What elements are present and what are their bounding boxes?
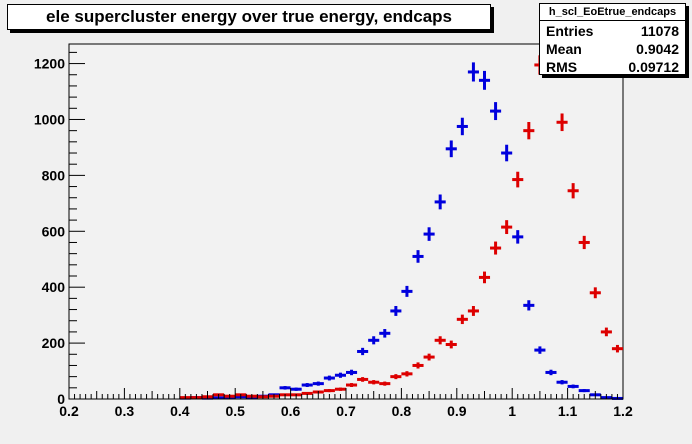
data-point [346, 369, 358, 376]
x-tick-label: 1.2 [613, 403, 633, 419]
stat-label: Entries [546, 23, 594, 39]
axes: 0.2 0.3 0.4 0.5 0.6 0.7 0.8 0.9 1 1.1 1.2 0 200 400 60… [34, 44, 633, 419]
data-point [512, 230, 524, 244]
data-point [323, 375, 335, 381]
series-1 [179, 55, 623, 400]
data-point [589, 287, 601, 299]
y-tick-label: 200 [42, 335, 66, 351]
data-point [556, 380, 568, 385]
x-tick-label: 0.8 [392, 403, 412, 419]
x-tick-label: 0.6 [281, 403, 301, 419]
data-point [379, 329, 391, 338]
data-point [501, 220, 513, 235]
data-point [501, 144, 513, 162]
y-tick-label: 1200 [34, 56, 65, 72]
data-point [301, 383, 313, 388]
data-point [401, 371, 413, 377]
data-point [490, 241, 502, 255]
data-point [467, 305, 479, 316]
data-point [312, 381, 324, 386]
data-point [357, 347, 369, 356]
data-point [523, 300, 535, 311]
plot-frame [68, 43, 624, 400]
data-point [467, 62, 479, 82]
y-tick-label: 1000 [34, 111, 65, 127]
data-point [334, 387, 346, 391]
stat-row-rms: RMS 0.09712 [546, 58, 679, 76]
data-point [379, 381, 391, 386]
y-tick-label: 800 [42, 167, 66, 183]
data-point [445, 140, 457, 158]
x-tick-label: 0.9 [447, 403, 467, 419]
data-point [545, 369, 557, 376]
data-point [478, 70, 491, 90]
stat-label: RMS [546, 59, 578, 75]
data-point [456, 314, 468, 325]
stat-row-entries: Entries 11078 [546, 22, 679, 40]
stat-label: Mean [546, 41, 582, 57]
chart-title: ele supercluster energy over true energy… [46, 7, 452, 26]
data-point [368, 336, 380, 345]
data-point [478, 271, 491, 284]
data-point [423, 227, 435, 241]
data-point [290, 387, 302, 391]
data-point [490, 102, 502, 121]
x-tick-label: 1.1 [558, 403, 578, 419]
x-tick-label: 0.5 [225, 403, 245, 419]
data-point [323, 389, 335, 393]
data-point [456, 117, 468, 136]
data-point [423, 353, 435, 361]
data-point [279, 386, 291, 390]
y-tick-label: 0 [57, 391, 65, 407]
y-tick-label: 600 [42, 223, 66, 239]
data-point [368, 380, 380, 385]
stats-box: h_scl_EoEtrue_endcaps Entries 11078 Mean… [539, 3, 686, 75]
data-point [390, 374, 402, 380]
x-tick-label: 0.7 [336, 403, 356, 419]
x-tick-label: 0.2 [59, 403, 79, 419]
data-point [445, 340, 457, 349]
data-point [434, 194, 446, 210]
y-tick-label: 400 [42, 279, 66, 295]
data-point [434, 336, 446, 345]
data-point [412, 250, 424, 263]
data-point [401, 285, 413, 297]
data-point [611, 344, 623, 353]
data-marks [179, 55, 623, 400]
data-point [412, 362, 424, 369]
stat-value: 0.09712 [628, 59, 679, 75]
data-point [512, 171, 524, 188]
data-point [600, 327, 612, 337]
x-tick-label: 0.4 [170, 403, 190, 419]
stat-row-mean: Mean 0.9042 [546, 40, 679, 58]
data-point [523, 121, 535, 140]
stats-histogram-name: h_scl_EoEtrue_endcaps [540, 4, 685, 21]
data-point [556, 113, 568, 132]
data-point [578, 235, 590, 250]
data-point [567, 384, 579, 389]
x-tick-label: 1 [508, 403, 516, 419]
data-point [567, 183, 579, 199]
data-point [578, 389, 590, 393]
data-point [334, 372, 346, 378]
title-box: ele supercluster energy over true energy… [7, 4, 491, 30]
x-tick-label: 0.3 [115, 403, 135, 419]
data-point [390, 305, 402, 316]
data-point [346, 383, 358, 388]
stat-value: 11078 [640, 23, 679, 39]
data-point [357, 377, 369, 382]
stat-value: 0.9042 [636, 41, 679, 57]
data-point [534, 346, 546, 354]
